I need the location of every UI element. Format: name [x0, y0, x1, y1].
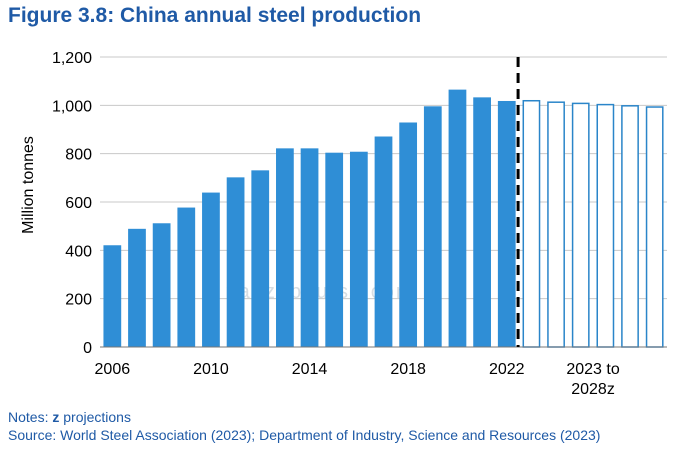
projection-label-line2: 2028z: [571, 381, 615, 398]
bar-actual: [374, 136, 393, 347]
bar-projection: [596, 103, 615, 348]
bar-actual: [399, 122, 418, 347]
x-tick-label: 2006: [95, 361, 131, 378]
y-tick-label: 800: [65, 147, 92, 164]
y-tick-label: 1,000: [52, 98, 92, 115]
notes-z: z: [52, 409, 60, 425]
bar-projection: [645, 106, 664, 348]
bars: [103, 89, 664, 348]
bar-actual: [423, 106, 442, 347]
bar-actual: [300, 148, 319, 347]
bar-actual: [448, 89, 467, 347]
bar-actual: [251, 170, 270, 347]
bar-actual: [177, 207, 196, 347]
bar-projection: [571, 102, 590, 348]
bar-projection: [522, 99, 541, 348]
y-axis-ticks: 0 200 400 600 800 1,000 1,200: [52, 50, 92, 357]
bar-projection: [547, 101, 565, 348]
y-tick-label: 0: [83, 340, 92, 357]
bar-actual: [128, 228, 146, 347]
projection-label-line1: 2023 to: [566, 361, 619, 378]
bar-actual: [349, 151, 368, 347]
bar-actual: [103, 245, 122, 347]
y-tick-label: 400: [65, 243, 92, 260]
source-line: Source: World Steel Association (2023); …: [8, 427, 601, 443]
bar-actual: [152, 223, 171, 347]
bar-actual: [276, 148, 294, 347]
notes-rest: projections: [63, 409, 131, 425]
x-axis-ticks: 2006 2010 2014 2018 2022: [95, 361, 525, 378]
notes-block: Notes: z projections Source: World Steel…: [8, 408, 668, 444]
bar-actual: [473, 97, 491, 347]
bar-actual: [226, 177, 245, 347]
notes-prefix: Notes:: [8, 409, 49, 425]
x-tick-label: 2010: [193, 361, 229, 378]
chart-title: Figure 3.8: China annual steel productio…: [8, 4, 422, 27]
bar-projection: [621, 105, 639, 348]
bar-actual: [497, 100, 516, 347]
x-tick-label: 2014: [292, 361, 328, 378]
y-axis-label: Million tonnes: [20, 136, 37, 234]
x-tick-label: 2022: [489, 361, 525, 378]
bar-actual: [202, 192, 220, 347]
y-tick-label: 600: [65, 195, 92, 212]
bar-actual: [325, 152, 344, 347]
y-tick-label: 1,200: [52, 50, 92, 67]
y-tick-label: 200: [65, 292, 92, 309]
x-tick-label: 2018: [390, 361, 426, 378]
notes-line: Notes: z projections: [8, 408, 668, 426]
